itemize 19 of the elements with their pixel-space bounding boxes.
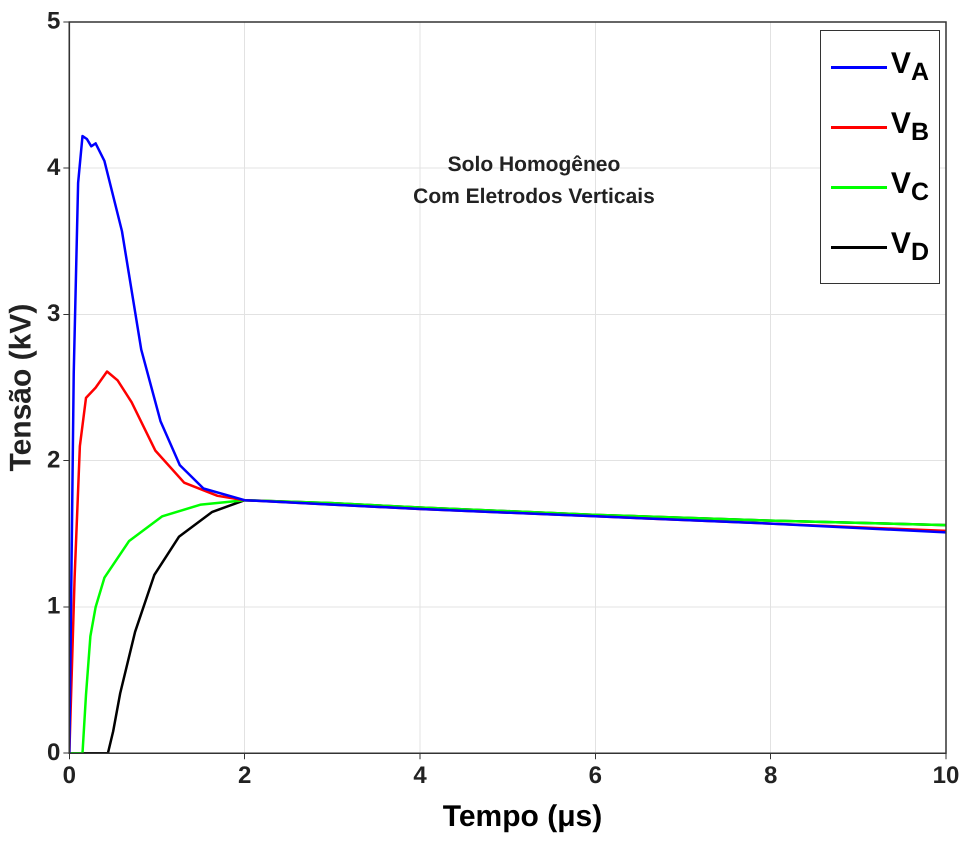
legend-label: V$_{A}$ [890,47,929,87]
annotation: Solo Homogêneo [448,152,620,176]
legend-label: V$_{D}$ [890,227,929,267]
annotation: Com Eletrodos Verticais [413,184,655,208]
y-tick-label: 5 [46,8,60,35]
y-axis-title: Tensão (kV) [4,304,38,472]
x-axis-title: Tempo (μs) [442,800,604,834]
x-tick-label: 2 [238,762,252,790]
x-tick-label: 6 [588,762,602,790]
x-tick-label: 4 [413,762,428,790]
legend-label: V$_{B}$ [890,107,929,147]
y-tick-label: 0 [46,738,60,766]
legend-label: V$_{C}$ [890,167,929,207]
y-tick-label: 3 [46,300,60,328]
y-tick-label: 1 [46,592,60,620]
y-tick-label: 2 [46,446,60,474]
x-tick-label: 8 [764,762,778,790]
x-tick-label: 10 [932,762,960,790]
y-tick-label: 4 [46,154,61,181]
